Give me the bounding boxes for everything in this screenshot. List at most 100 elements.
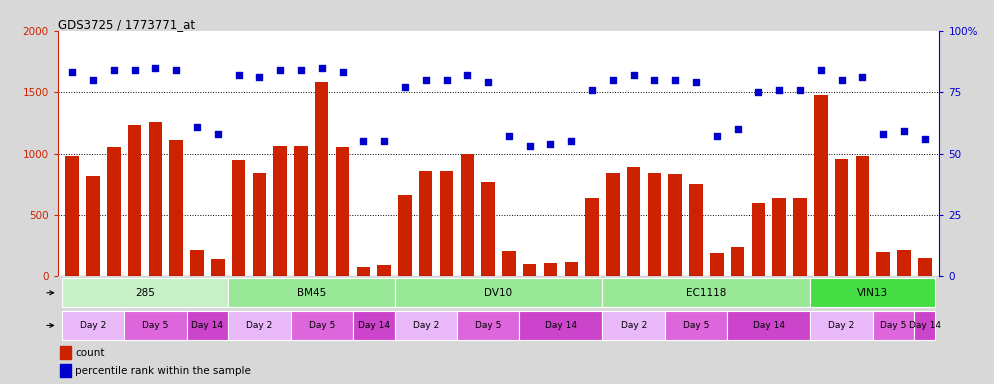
Bar	[627, 167, 640, 276]
Text: Day 2: Day 2	[620, 321, 647, 330]
Point	[356, 138, 372, 144]
Bar	[107, 147, 120, 276]
Bar	[315, 82, 328, 276]
Point	[438, 77, 454, 83]
Point	[189, 124, 205, 130]
Point	[688, 79, 704, 85]
FancyBboxPatch shape	[395, 311, 457, 340]
Bar	[61, 364, 71, 377]
Bar	[669, 174, 682, 276]
Bar	[418, 171, 432, 276]
Point	[771, 87, 787, 93]
FancyBboxPatch shape	[62, 311, 124, 340]
FancyBboxPatch shape	[229, 278, 395, 307]
Point	[293, 67, 309, 73]
FancyBboxPatch shape	[665, 311, 728, 340]
Bar	[86, 176, 99, 276]
Bar	[710, 253, 724, 276]
FancyBboxPatch shape	[229, 311, 290, 340]
Point	[397, 84, 413, 90]
FancyBboxPatch shape	[519, 311, 602, 340]
Point	[210, 131, 226, 137]
Point	[813, 67, 829, 73]
FancyBboxPatch shape	[873, 311, 914, 340]
Point	[584, 87, 600, 93]
Bar	[273, 146, 287, 276]
Text: Day 14: Day 14	[752, 321, 785, 330]
Bar	[190, 250, 204, 276]
Bar	[835, 159, 848, 276]
Point	[667, 77, 683, 83]
Bar	[336, 147, 349, 276]
Point	[605, 77, 621, 83]
Bar	[898, 250, 911, 276]
Bar	[61, 346, 71, 359]
FancyBboxPatch shape	[187, 311, 229, 340]
FancyBboxPatch shape	[810, 278, 935, 307]
Bar	[689, 184, 703, 276]
Bar	[585, 199, 598, 276]
FancyBboxPatch shape	[914, 311, 935, 340]
Point	[625, 72, 641, 78]
FancyBboxPatch shape	[602, 278, 810, 307]
FancyBboxPatch shape	[62, 278, 229, 307]
Point	[147, 65, 163, 71]
Point	[876, 131, 892, 137]
Bar	[169, 140, 183, 276]
Text: count: count	[76, 348, 104, 358]
Point	[792, 87, 808, 93]
Bar	[66, 156, 79, 276]
Point	[126, 67, 142, 73]
Text: Day 14: Day 14	[909, 321, 940, 330]
FancyBboxPatch shape	[810, 311, 873, 340]
Bar	[502, 251, 516, 276]
Point	[335, 70, 351, 76]
Text: Day 2: Day 2	[828, 321, 855, 330]
Bar	[772, 198, 786, 276]
Point	[916, 136, 932, 142]
FancyBboxPatch shape	[124, 311, 187, 340]
Point	[522, 143, 538, 149]
Point	[376, 138, 392, 144]
Bar	[294, 146, 308, 276]
Text: Day 5: Day 5	[881, 321, 907, 330]
Bar	[877, 252, 890, 276]
Bar	[128, 125, 141, 276]
Point	[105, 67, 121, 73]
Bar	[565, 262, 579, 276]
Text: percentile rank within the sample: percentile rank within the sample	[76, 366, 251, 376]
FancyBboxPatch shape	[728, 311, 810, 340]
Bar	[731, 247, 745, 276]
Text: Day 5: Day 5	[683, 321, 710, 330]
Bar	[378, 265, 391, 276]
Point	[501, 133, 517, 139]
Point	[750, 89, 766, 95]
Bar	[918, 258, 931, 276]
Point	[855, 74, 871, 81]
Bar	[232, 160, 246, 276]
Point	[65, 70, 81, 76]
Bar	[357, 266, 370, 276]
Bar	[793, 198, 807, 276]
FancyBboxPatch shape	[290, 311, 353, 340]
Point	[459, 72, 475, 78]
Text: Day 5: Day 5	[308, 321, 335, 330]
Point	[646, 77, 662, 83]
Text: Day 5: Day 5	[142, 321, 169, 330]
Bar	[252, 173, 266, 276]
Text: Day 14: Day 14	[545, 321, 577, 330]
FancyBboxPatch shape	[457, 311, 519, 340]
Text: DV10: DV10	[484, 288, 513, 298]
FancyBboxPatch shape	[395, 278, 602, 307]
Bar	[856, 156, 869, 276]
Bar	[439, 171, 453, 276]
Point	[417, 77, 433, 83]
Point	[730, 126, 746, 132]
Text: Day 5: Day 5	[475, 321, 501, 330]
Bar	[149, 122, 162, 276]
Point	[834, 77, 850, 83]
Bar	[648, 173, 661, 276]
Bar	[751, 203, 765, 276]
Point	[709, 133, 725, 139]
Bar	[606, 173, 619, 276]
